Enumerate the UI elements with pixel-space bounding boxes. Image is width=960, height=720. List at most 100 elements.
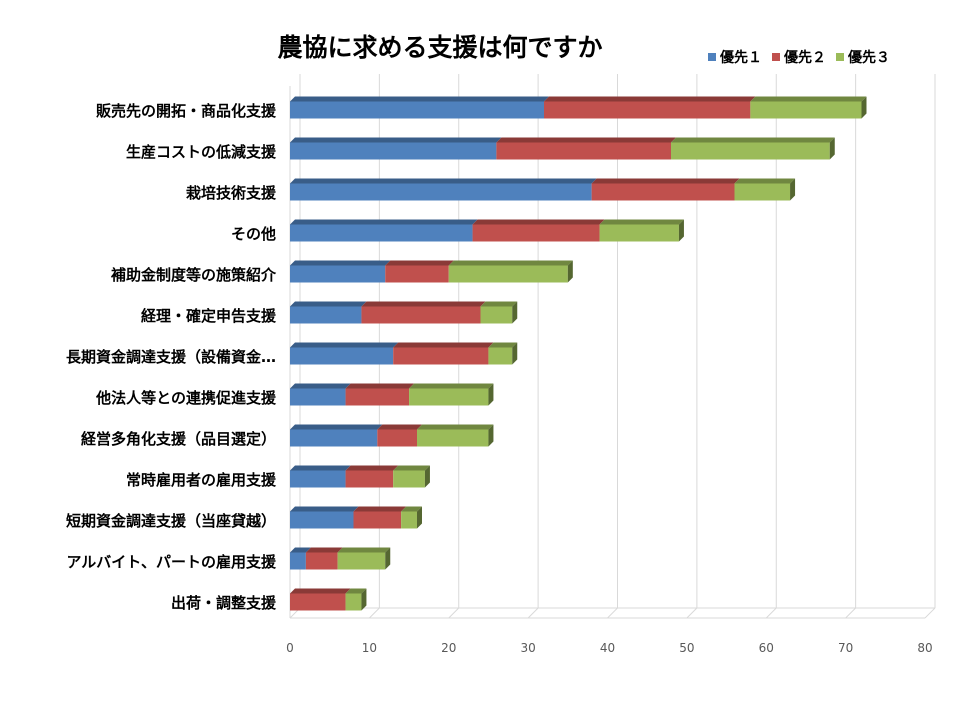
bar-segment-top <box>496 137 676 143</box>
x-tick-label: 0 <box>286 641 294 655</box>
bar-end-face <box>417 506 422 529</box>
bar-segment-top <box>290 506 359 512</box>
floor-gridline <box>765 607 777 619</box>
bar-segment <box>290 224 473 242</box>
bar-segment-top <box>345 588 367 594</box>
bar-segment <box>361 306 481 324</box>
floor-gridline <box>607 607 618 619</box>
bar-segment-top <box>480 301 518 307</box>
chart-title: 農協に求める支援は何ですか <box>277 33 603 62</box>
bar-segment-top <box>488 342 518 348</box>
bar-segment-top <box>337 547 391 553</box>
bar-end-face <box>861 96 867 119</box>
bar-segment <box>290 593 346 611</box>
bar-segment <box>599 224 679 242</box>
category-label: 常時雇用者の雇用支援 <box>126 471 277 489</box>
bar-segment-top <box>345 465 399 471</box>
bar-segment-top <box>353 506 407 512</box>
bar-segment <box>305 552 338 570</box>
bar-segment-top <box>305 547 343 553</box>
legend-item-series-2: 優先２ <box>772 47 826 67</box>
bar-end-face <box>512 342 518 365</box>
bar-segment <box>290 306 362 324</box>
x-tick-label: 10 <box>362 641 377 655</box>
bar-segment <box>385 265 449 283</box>
floor-gridline <box>527 607 539 619</box>
bar-segment-top <box>448 260 573 266</box>
legend-label-series-3: 優先３ <box>848 50 890 66</box>
bar-segment <box>290 552 306 570</box>
floor-gridline <box>448 607 460 619</box>
bar-segment <box>290 142 497 160</box>
x-tick-label: 40 <box>600 641 615 655</box>
bar-segment-top <box>417 424 494 430</box>
bar-segment <box>393 470 425 488</box>
bar-segment-top <box>393 465 430 471</box>
bar-segment-top <box>671 137 835 143</box>
bar-segment <box>480 306 513 324</box>
bar-segment-top <box>591 178 740 184</box>
bar-segment <box>290 511 354 529</box>
category-label: 出荷・調整支援 <box>171 594 277 612</box>
bar-segment-top <box>290 547 311 553</box>
bar-segment-top <box>361 301 486 307</box>
bar-segment <box>472 224 600 242</box>
bar-segment <box>353 511 402 529</box>
bar-segment <box>345 593 362 611</box>
legend-item-series-3: 優先３ <box>836 47 890 67</box>
legend: 優先１ 優先２ 優先３ <box>708 47 890 67</box>
bar-segment <box>591 183 735 201</box>
bar-segment-top <box>472 219 605 225</box>
bar-segment <box>345 470 394 488</box>
bar-end-face <box>678 219 684 242</box>
category-label: 補助金制度等の施策紹介 <box>110 266 277 284</box>
category-label: 栽培技術支援 <box>186 184 277 202</box>
bar-segment-top <box>290 219 478 225</box>
legend-item-series-1: 優先１ <box>708 47 762 67</box>
x-tick-label: 20 <box>441 641 456 655</box>
category-label: 経理・確定申告支援 <box>141 307 277 325</box>
bar-segment-top <box>290 96 549 102</box>
bar-segment <box>393 347 489 365</box>
bar-end-face <box>385 547 391 570</box>
bar-end-face <box>488 424 494 447</box>
category-label: アルバイト、パートの雇用支援 <box>66 553 277 571</box>
floor-gridline <box>924 607 936 619</box>
bar-segment-top <box>290 260 391 266</box>
x-tick-label: 30 <box>520 641 535 655</box>
bar-segment <box>671 142 830 160</box>
bar-segment <box>290 388 346 406</box>
bar-segment-top <box>599 219 684 225</box>
bar-segment <box>345 388 410 406</box>
bar-segment <box>290 470 346 488</box>
bar-end-face <box>567 260 573 283</box>
category-label: 短期資金調達支援（当座貸越） <box>66 512 276 530</box>
bar-end-face <box>361 588 367 611</box>
bar-segment-top <box>290 178 597 184</box>
bar-segment <box>448 265 568 283</box>
bar-segment-top <box>290 424 383 430</box>
category-label: 販売先の開拓・商品化支援 <box>96 102 277 120</box>
bar-segment-top <box>290 588 351 594</box>
bar-segment <box>409 388 489 406</box>
category-label: 長期資金調達支援（設備資金… <box>66 348 276 366</box>
floor-gridline <box>369 607 380 619</box>
category-label: 他法人等との連携促進支援 <box>95 389 277 407</box>
bar-segment-top <box>385 260 454 266</box>
bar-segment <box>290 347 394 365</box>
floor-gridline <box>686 607 698 619</box>
category-label: 生産コストの低減支援 <box>126 143 277 161</box>
bar-segment <box>734 183 791 201</box>
bar-segment <box>401 511 417 529</box>
legend-label-series-1: 優先１ <box>720 50 762 66</box>
bar-segment-top <box>345 383 415 389</box>
bar-segment-top <box>750 96 867 102</box>
x-tick-label: 50 <box>679 641 694 655</box>
bar-segment <box>750 101 862 119</box>
bar-segment-top <box>290 137 502 143</box>
bar-segment <box>337 552 386 570</box>
bar-segment <box>488 347 513 365</box>
bar-end-face <box>424 465 430 488</box>
bar-end-face <box>488 383 494 406</box>
bar-segment-top <box>401 506 422 512</box>
